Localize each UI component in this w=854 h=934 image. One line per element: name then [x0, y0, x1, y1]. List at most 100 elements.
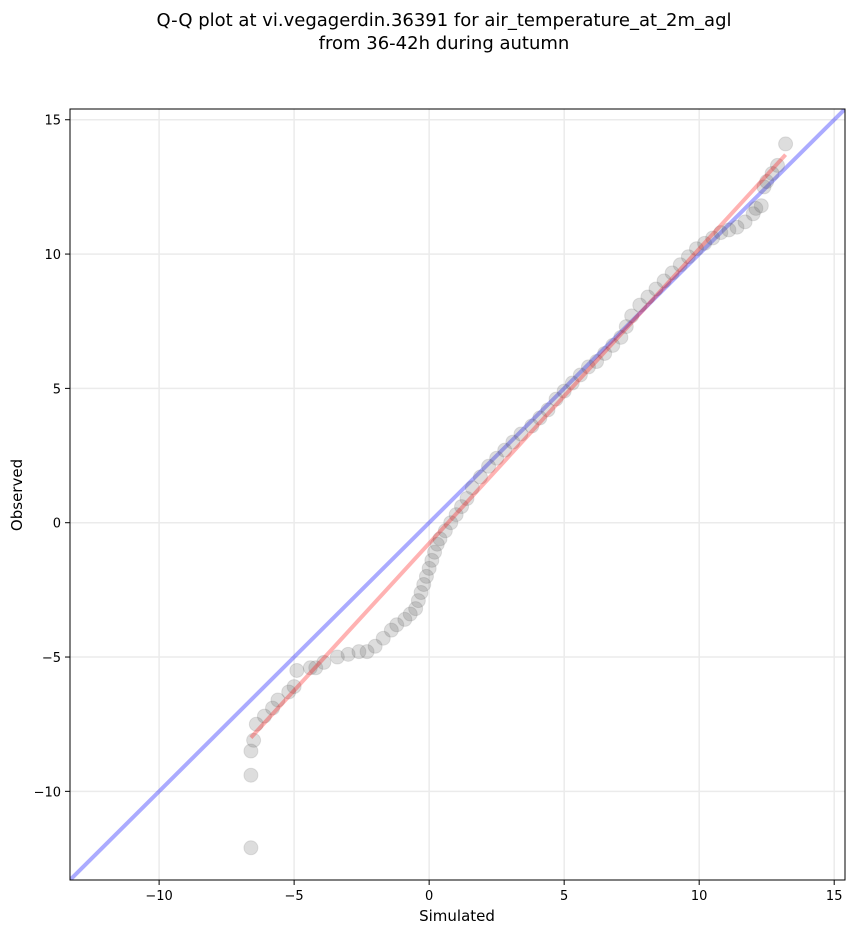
data-point [778, 136, 794, 152]
data-points [243, 136, 794, 856]
data-point [564, 375, 580, 391]
data-point [443, 515, 459, 531]
data-point [524, 418, 540, 434]
data-point [648, 281, 664, 297]
data-point [580, 359, 596, 375]
x-tick-label: −5 [285, 889, 304, 904]
data-point [383, 622, 399, 638]
data-point [402, 606, 418, 622]
chart-title-line2: from 36-42h during autumn [319, 33, 570, 54]
x-tick-label: −10 [145, 889, 172, 904]
data-point [556, 383, 572, 399]
data-point [589, 354, 605, 370]
data-point [351, 644, 367, 660]
data-point [540, 402, 556, 418]
x-tick-label: 15 [826, 889, 843, 904]
data-point [497, 442, 513, 458]
data-point [429, 536, 445, 552]
y-tick-label: −5 [42, 651, 61, 666]
data-point [308, 660, 324, 676]
data-point [246, 732, 262, 748]
data-point [410, 593, 426, 609]
data-point [243, 743, 259, 759]
data-point [397, 611, 413, 627]
data-point [705, 230, 721, 246]
data-point [759, 174, 775, 190]
data-point [437, 523, 453, 539]
data-point [605, 337, 621, 353]
data-point [340, 646, 356, 662]
fit-line [249, 153, 788, 739]
data-point [432, 531, 448, 547]
data-point [459, 491, 475, 507]
y-tick-label: 15 [44, 114, 61, 129]
data-point [418, 568, 434, 584]
y-axis-ticks: −10 −5 0 5 10 15 [34, 114, 70, 800]
data-point [248, 716, 264, 732]
chart-title-line1: Q-Q plot at vi.vegagerdin.36391 for air_… [157, 10, 732, 31]
data-point [286, 679, 302, 695]
data-point [427, 544, 443, 560]
x-axis-ticks: −10 −5 0 5 10 15 [145, 880, 842, 904]
data-point [289, 662, 305, 678]
data-point [729, 219, 745, 235]
data-point [737, 214, 753, 230]
x-tick-label: 0 [425, 889, 433, 904]
data-point [256, 708, 272, 724]
data-point [748, 200, 764, 216]
data-point [421, 560, 437, 576]
y-tick-label: −10 [34, 785, 61, 800]
data-point [532, 410, 548, 426]
data-point [270, 692, 286, 708]
data-point [243, 840, 259, 856]
y-tick-label: 10 [44, 248, 61, 263]
y-tick-label: 5 [53, 382, 61, 397]
plot-frame [69, 108, 846, 881]
x-tick-label: 10 [691, 889, 708, 904]
data-point [389, 617, 405, 633]
data-point [489, 450, 505, 466]
data-point [359, 644, 375, 660]
data-point [572, 367, 588, 383]
grid-lines [70, 109, 845, 880]
reference-line-1to1 [70, 109, 845, 880]
data-point [505, 434, 521, 450]
data-point [769, 157, 785, 173]
data-point [367, 638, 383, 654]
data-point [243, 767, 259, 783]
data-point [464, 480, 480, 496]
y-tick-label: 0 [53, 517, 61, 532]
data-point [764, 165, 780, 181]
data-point [413, 585, 429, 601]
data-point [640, 289, 656, 305]
data-point [329, 649, 345, 665]
data-point [424, 552, 440, 568]
data-point [548, 391, 564, 407]
data-point [375, 630, 391, 646]
data-point [756, 179, 772, 195]
data-point [753, 198, 769, 214]
data-point [672, 257, 688, 273]
plot-area [70, 109, 845, 880]
data-point [713, 225, 729, 241]
data-point [472, 469, 488, 485]
data-point [688, 241, 704, 257]
data-point [697, 235, 713, 251]
data-point [680, 249, 696, 265]
data-point [302, 660, 318, 676]
data-point [481, 458, 497, 474]
data-point [721, 222, 737, 238]
data-point [281, 684, 297, 700]
data-point [664, 265, 680, 281]
data-point [632, 297, 648, 313]
data-point [613, 329, 629, 345]
data-point [416, 576, 432, 592]
data-point [656, 273, 672, 289]
y-axis-label: Observed [8, 459, 26, 531]
x-tick-label: 5 [560, 889, 568, 904]
data-point [513, 426, 529, 442]
data-point [618, 319, 634, 335]
x-axis-label: Simulated [419, 907, 495, 925]
data-point [454, 499, 470, 515]
